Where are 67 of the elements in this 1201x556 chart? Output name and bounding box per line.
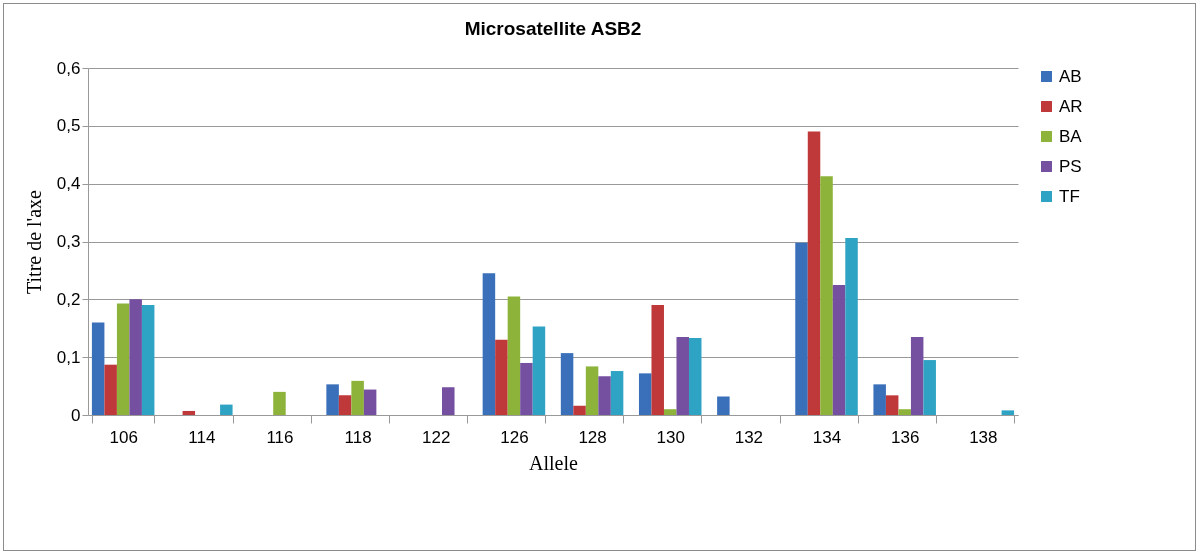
- bar: [129, 299, 142, 415]
- bar: [598, 376, 611, 415]
- legend-label: AR: [1059, 96, 1083, 116]
- bar: [795, 242, 808, 415]
- bar: [104, 364, 117, 415]
- y-tick-label: 0: [71, 405, 81, 425]
- bar: [885, 395, 899, 415]
- bar: [482, 273, 496, 415]
- y-tick-label: 0,6: [56, 58, 81, 78]
- bar: [507, 296, 521, 415]
- bar: [495, 339, 508, 415]
- chart-title: Microsatellite ASB2: [464, 18, 642, 39]
- x-tick-label: 116: [266, 427, 294, 447]
- bar: [651, 305, 664, 415]
- x-tick-label: 134: [812, 427, 842, 447]
- legend-label: PS: [1059, 156, 1082, 176]
- x-tick-label: 122: [422, 427, 451, 447]
- bar: [820, 176, 833, 415]
- bar: [116, 303, 130, 415]
- y-axis-title: Titre de l'axe: [22, 189, 45, 294]
- bar: [182, 410, 196, 415]
- bar: [532, 326, 546, 415]
- y-tick-label: 0,2: [56, 289, 81, 309]
- legend-label: AB: [1059, 66, 1082, 86]
- bar: [676, 336, 689, 415]
- bar: [573, 405, 586, 415]
- x-tick-label: 114: [188, 427, 216, 447]
- bar: [91, 322, 105, 415]
- bar: [520, 362, 533, 415]
- bar: [363, 389, 377, 415]
- bar: [273, 391, 286, 415]
- y-tick-label: 0,4: [56, 174, 81, 194]
- bar: [585, 366, 599, 415]
- x-axis-title: Allele: [529, 451, 579, 474]
- bar: [923, 360, 936, 415]
- bar: [326, 384, 339, 415]
- bar: [663, 409, 677, 415]
- legend-label: BA: [1059, 126, 1083, 146]
- bar: [442, 387, 455, 415]
- x-tick-label: 136: [890, 427, 920, 447]
- bar: [638, 373, 652, 415]
- bar: [560, 353, 574, 415]
- x-tick-label: 118: [344, 427, 372, 447]
- x-tick-label: 130: [656, 427, 685, 447]
- x-tick-label: 138: [969, 427, 998, 447]
- bar: [845, 238, 858, 415]
- y-tick-label: 0,3: [56, 232, 81, 251]
- bar: [141, 305, 155, 415]
- bar: [873, 384, 886, 415]
- bar: [832, 284, 846, 415]
- bar: [807, 131, 821, 415]
- bar: [610, 371, 624, 415]
- bar: [220, 404, 233, 415]
- y-tick-label: 0,1: [56, 347, 81, 367]
- bar: [898, 409, 911, 415]
- bar: [910, 336, 924, 415]
- legend-label: TF: [1059, 186, 1080, 206]
- y-tick-label: 0,5: [56, 116, 81, 136]
- bar: [338, 395, 352, 415]
- x-tick-label: 106: [109, 427, 138, 447]
- x-tick-label: 132: [734, 427, 764, 447]
- x-tick-label: 126: [500, 427, 529, 447]
- bar: [1001, 410, 1015, 415]
- x-tick-label: 128: [578, 427, 607, 447]
- bar: [351, 380, 364, 415]
- bar: [717, 396, 730, 415]
- bar: [688, 338, 702, 415]
